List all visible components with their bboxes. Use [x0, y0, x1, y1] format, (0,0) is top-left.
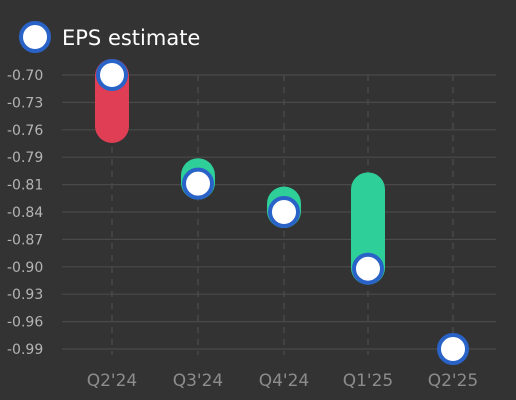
range-bars: [95, 59, 385, 285]
y-tick-label: -0.90: [7, 260, 43, 276]
y-tick-label: -0.87: [7, 232, 43, 248]
estimate-point[interactable]: [182, 167, 214, 200]
x-tick-label: Q2'24: [87, 371, 138, 391]
estimate-point[interactable]: [352, 252, 384, 285]
estimate-point[interactable]: [437, 333, 469, 365]
y-tick-label: -0.79: [7, 150, 43, 166]
y-tick-label: -0.84: [7, 205, 43, 221]
y-tick-label: -0.93: [7, 287, 43, 303]
y-tick-label: -0.99: [7, 342, 43, 358]
x-axis: Q2'24 Q3'24 Q4'24 Q1'25 Q2'25: [87, 371, 479, 391]
vertical-grid: [111, 75, 454, 355]
legend-label: EPS estimate: [62, 26, 200, 50]
y-tick-label: -0.70: [7, 68, 43, 84]
y-tick-label: -0.81: [7, 178, 43, 194]
y-tick-label: -0.73: [7, 95, 43, 111]
estimate-point[interactable]: [96, 59, 128, 91]
legend[interactable]: EPS estimate: [19, 21, 200, 53]
estimate-points: [96, 59, 469, 365]
y-axis: -0.70 -0.73 -0.76 -0.79 -0.81 -0.84 -0.87 -0.90…: [7, 68, 43, 358]
x-tick-label: Q1'25: [343, 371, 394, 391]
y-tick-label: -0.76: [7, 123, 43, 139]
x-tick-label: Q3'24: [173, 371, 224, 391]
estimate-point[interactable]: [268, 196, 300, 228]
x-tick-label: Q2'25: [428, 371, 479, 391]
x-tick-label: Q4'24: [259, 371, 310, 391]
legend-marker: [19, 21, 51, 53]
y-tick-label: -0.96: [7, 315, 43, 331]
